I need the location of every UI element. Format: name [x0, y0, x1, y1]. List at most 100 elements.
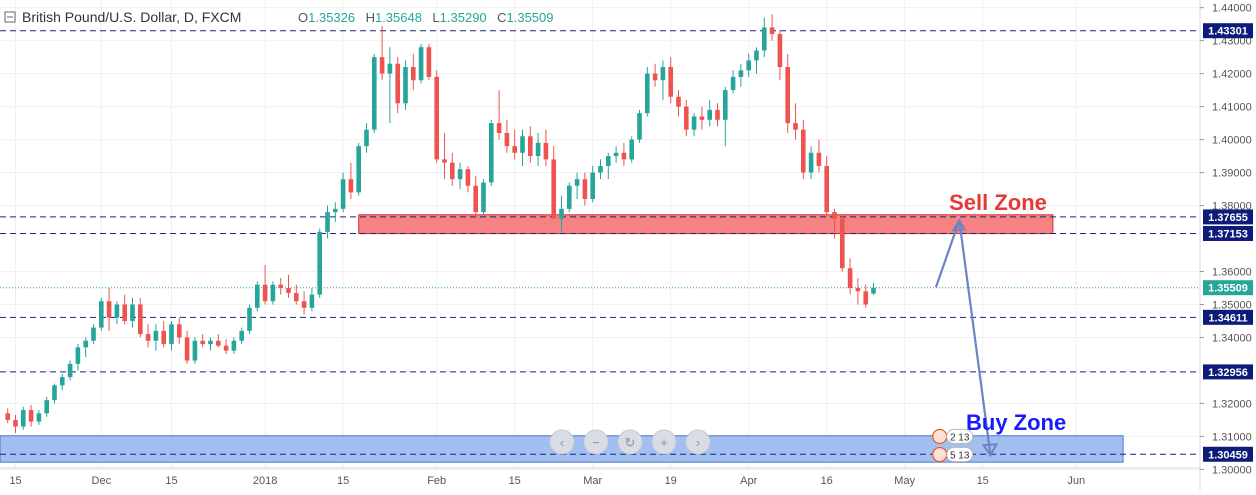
candle-body[interactable] [730, 76, 736, 91]
candle-body[interactable] [855, 288, 861, 292]
candle[interactable] [356, 142, 361, 196]
candle-body[interactable] [192, 340, 198, 361]
candle[interactable] [450, 152, 455, 186]
candle[interactable] [231, 337, 237, 354]
candle-body[interactable] [44, 400, 49, 414]
candle[interactable] [738, 63, 744, 87]
candle-body[interactable] [824, 165, 829, 213]
candle-body[interactable] [863, 291, 868, 305]
candle[interactable] [590, 165, 595, 203]
candle-body[interactable] [847, 268, 853, 288]
candle-body[interactable] [543, 142, 549, 160]
candle-body[interactable] [169, 324, 174, 345]
time-axis[interactable]: 15 Dec 15 2018 15 Feb 15 Mar 19 Apr 16 May 15 Jun [9, 475, 1085, 487]
candle-body[interactable] [660, 67, 666, 81]
candle[interactable] [621, 142, 627, 166]
candle-body[interactable] [231, 340, 237, 351]
candle-body[interactable] [613, 152, 619, 157]
candle[interactable] [652, 63, 658, 87]
candle-body[interactable] [652, 73, 658, 81]
candle[interactable] [684, 100, 689, 137]
candle-body[interactable] [52, 385, 57, 401]
candle-body[interactable] [801, 129, 806, 173]
candle-body[interactable] [114, 304, 120, 318]
candle[interactable] [629, 136, 634, 163]
candle-body[interactable] [715, 109, 720, 120]
price-axis[interactable]: 1.44000 1.43000 1.42000 1.41000 1.40000 1.390… [1200, 3, 1252, 477]
candle[interactable] [769, 14, 775, 41]
candle[interactable] [762, 17, 767, 58]
candle-body[interactable] [762, 27, 767, 51]
candle-body[interactable] [5, 413, 10, 420]
scroll-left-button[interactable]: ‹ [549, 429, 575, 455]
candle[interactable] [606, 152, 611, 180]
candle-body[interactable] [512, 146, 517, 153]
candle[interactable] [138, 297, 143, 338]
candle-body[interactable] [301, 301, 307, 308]
candle[interactable] [91, 324, 96, 345]
candle[interactable] [317, 228, 322, 298]
candle[interactable] [36, 410, 42, 425]
candle-body[interactable] [270, 284, 276, 302]
candle-body[interactable] [208, 340, 213, 345]
candle[interactable] [847, 258, 853, 295]
zoom-in-button[interactable]: + [651, 429, 677, 455]
candle-body[interactable] [395, 63, 400, 104]
candle[interactable] [60, 373, 65, 391]
candle-body[interactable] [403, 67, 408, 104]
candle-body[interactable] [364, 129, 369, 147]
event-badge[interactable]: 5 13 [932, 446, 974, 463]
candle[interactable] [270, 281, 276, 305]
candle-body[interactable] [723, 90, 728, 120]
candle[interactable] [777, 30, 783, 81]
candle[interactable] [723, 86, 728, 147]
scroll-right-button[interactable]: › [685, 429, 711, 455]
candle[interactable] [387, 47, 393, 124]
candle-body[interactable] [793, 123, 798, 130]
candle[interactable] [582, 172, 588, 206]
candle[interactable] [793, 103, 798, 140]
candle-body[interactable] [769, 27, 775, 35]
candle[interactable] [106, 288, 112, 331]
zoom-out-circle[interactable] [583, 429, 609, 455]
candle[interactable] [239, 327, 244, 345]
candle[interactable] [200, 334, 205, 348]
candle-body[interactable] [489, 123, 494, 183]
candle-body[interactable] [559, 208, 564, 219]
candle-body[interactable] [707, 109, 712, 120]
candle[interactable] [746, 53, 751, 77]
zoom-out-button[interactable]: − [583, 429, 609, 455]
candle-body[interactable] [99, 301, 104, 328]
candle-body[interactable] [223, 345, 229, 351]
candle-body[interactable] [177, 324, 182, 338]
candle[interactable] [372, 53, 377, 133]
candle-body[interactable] [816, 152, 822, 166]
candle[interactable] [122, 294, 127, 325]
candle-body[interactable] [465, 169, 471, 186]
candle[interactable] [863, 284, 868, 308]
candle-body[interactable] [754, 50, 759, 61]
candle[interactable] [418, 43, 424, 84]
candle-body[interactable] [582, 179, 588, 199]
candle[interactable] [13, 414, 18, 434]
candle-body[interactable] [645, 73, 650, 114]
candle-body[interactable] [317, 231, 322, 295]
candle-body[interactable] [411, 67, 416, 81]
candle[interactable] [574, 172, 580, 199]
candle[interactable] [403, 60, 408, 110]
candle[interactable] [871, 283, 876, 295]
candle[interactable] [169, 320, 174, 351]
candle-body[interactable] [574, 179, 580, 186]
candle[interactable] [715, 103, 720, 127]
candle-body[interactable] [122, 304, 127, 321]
candle[interactable] [5, 408, 10, 424]
candle-body[interactable] [606, 156, 611, 166]
candle-body[interactable] [598, 165, 603, 173]
candle[interactable] [223, 339, 229, 354]
candle[interactable] [286, 274, 291, 298]
candle-body[interactable] [75, 347, 81, 364]
candle[interactable] [44, 396, 49, 417]
candle-body[interactable] [294, 292, 299, 302]
